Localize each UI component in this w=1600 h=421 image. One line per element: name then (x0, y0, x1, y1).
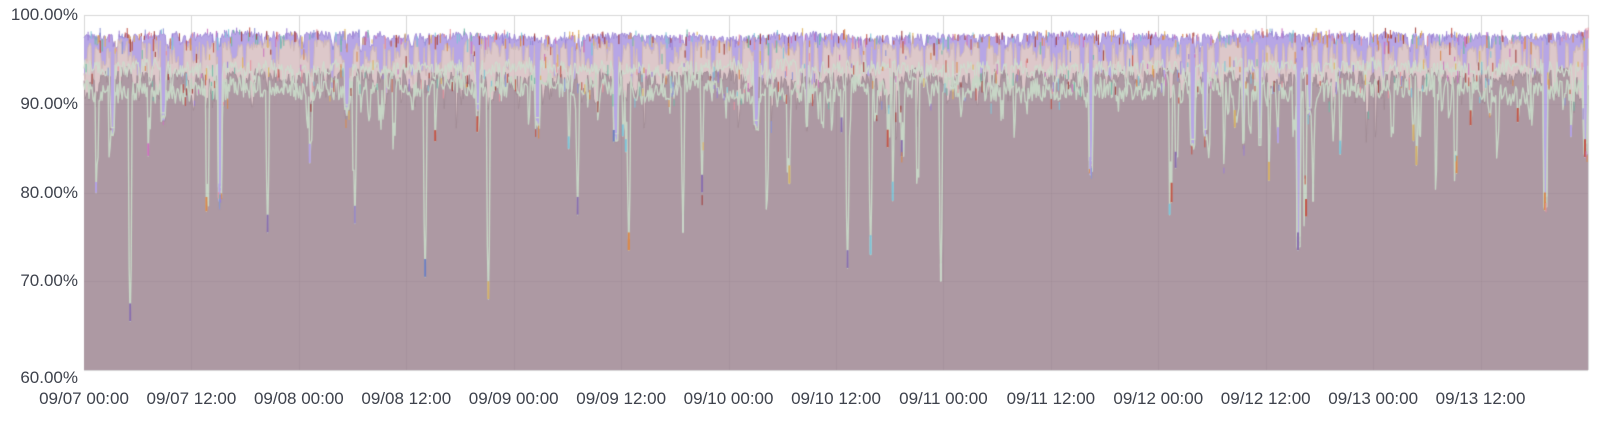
x-axis-tick: 09/09 12:00 (576, 389, 667, 408)
y-axis-tick: 100.00% (10, 5, 78, 24)
y-axis-tick: 60.00% (20, 368, 78, 387)
x-axis-tick: 09/12 00:00 (1113, 389, 1204, 408)
x-axis-tick: 09/13 12:00 (1435, 389, 1526, 408)
x-axis-tick: 09/10 12:00 (791, 389, 881, 408)
x-axis-tick: 09/08 00:00 (253, 389, 344, 408)
x-axis-tick: 09/12 12:00 (1220, 389, 1311, 408)
x-axis-tick: 09/11 00:00 (899, 389, 988, 408)
y-axis-tick: 80.00% (20, 182, 78, 202)
y-axis-tick: 70.00% (20, 271, 78, 291)
x-axis-tick: 09/13 00:00 (1328, 389, 1419, 408)
x-axis-tick: 09/09 00:00 (468, 389, 559, 408)
x-axis-tick: 09/08 12:00 (361, 389, 452, 408)
x-axis-tick: 09/10 00:00 (683, 389, 774, 408)
y-axis-tick: 90.00% (20, 93, 78, 113)
x-axis-tick: 09/07 12:00 (146, 389, 237, 408)
x-axis-tick: 09/11 12:00 (1006, 389, 1096, 408)
x-axis-tick: 09/07 00:00 (39, 389, 129, 408)
